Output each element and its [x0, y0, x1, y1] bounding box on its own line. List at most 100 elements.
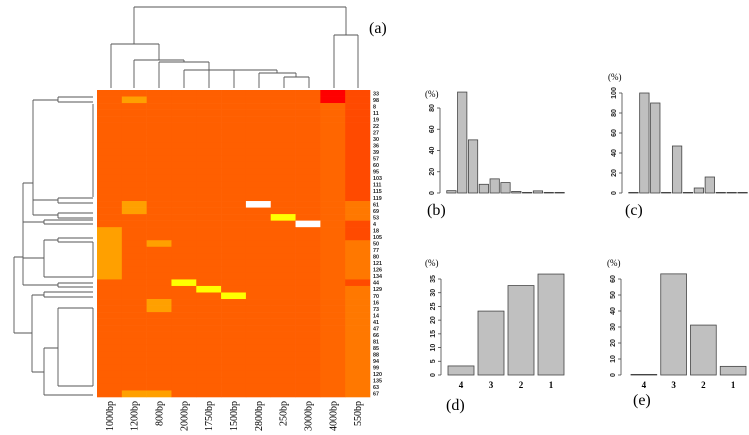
- heatmap-cell: [97, 174, 123, 182]
- y-tick-label: 60: [611, 129, 618, 137]
- heatmap-cell: [221, 383, 247, 391]
- heatmap-cell: [245, 148, 272, 156]
- row-label: 22: [373, 124, 379, 130]
- heatmap-cell: [295, 227, 321, 235]
- heatmap-cell: [270, 90, 296, 97]
- heatmap-cell: [320, 390, 346, 398]
- heatmap-cell: [320, 272, 346, 280]
- column-label: 1200bp: [130, 401, 141, 431]
- heatmap-cell: [171, 187, 197, 195]
- heatmap-cell: [196, 266, 222, 274]
- heatmap-cell: [221, 227, 247, 235]
- row-label: 61: [373, 202, 379, 208]
- heatmap-cell: [97, 155, 123, 163]
- heatmap-cell: [245, 109, 272, 117]
- heatmap-cell: [146, 240, 172, 248]
- heatmap-cell: [97, 187, 123, 195]
- heatmap-cell: [320, 325, 346, 332]
- heatmap-cell: [196, 338, 222, 346]
- heatmap-cell: [270, 187, 296, 195]
- heatmap-cell: [270, 344, 296, 352]
- heatmap-cell: [221, 285, 247, 293]
- heatmap-cell: [345, 285, 371, 293]
- heatmap-cell: [320, 142, 346, 150]
- heatmap-cell: [146, 279, 172, 287]
- heatmap-cell: [245, 96, 272, 104]
- heatmap-cell: [196, 96, 222, 104]
- x-category-label: 1: [731, 380, 736, 390]
- x-category-label: 1: [549, 380, 554, 390]
- heatmap-cell: [221, 129, 247, 137]
- heatmap-cell: [171, 292, 197, 300]
- heatmap-cell: [146, 194, 172, 202]
- row-label: 41: [373, 320, 379, 326]
- heatmap-cell: [196, 103, 222, 110]
- row-label: 63: [373, 385, 379, 391]
- heatmap-cell: [97, 292, 123, 300]
- heatmap-cell: [320, 129, 346, 137]
- heatmap-cell: [97, 194, 123, 202]
- heatmap-cell: [221, 305, 247, 313]
- heatmap-cell: [345, 351, 371, 359]
- heatmap-cell: [320, 305, 346, 313]
- heatmap-cell: [196, 116, 222, 123]
- heatmap-cell: [295, 116, 321, 123]
- heatmap-cell: [97, 383, 123, 391]
- heatmap-cell: [121, 103, 147, 110]
- bar: [630, 373, 658, 376]
- heatmap-cell: [270, 220, 296, 228]
- heatmap-cell: [245, 201, 272, 208]
- heatmap-cell: [171, 168, 197, 176]
- row-label: 33: [373, 91, 379, 97]
- heatmap-cell: [270, 377, 296, 385]
- heatmap-cell: [295, 331, 321, 339]
- heatmap-cell: [320, 96, 346, 104]
- heatmap-cell: [245, 383, 272, 391]
- row-label: 4: [373, 222, 376, 228]
- heatmap-cell: [295, 259, 321, 267]
- heatmap-cell: [295, 187, 321, 195]
- panel-label: (e): [633, 392, 651, 409]
- heatmap-cell: [196, 285, 222, 293]
- bar: [650, 102, 661, 194]
- heatmap-row-labels: 3398811192227303639576095103111115119616…: [373, 91, 382, 397]
- row-label: 66: [373, 333, 379, 339]
- column-label: 1000bp: [105, 401, 116, 431]
- heatmap-cell: [295, 253, 321, 261]
- heatmap-cell: [345, 377, 371, 385]
- heatmap-cell: [171, 364, 197, 372]
- heatmap-cell: [121, 364, 147, 372]
- heatmap-cell: [270, 227, 296, 235]
- heatmap-cell: [121, 129, 147, 137]
- heatmap-cell: [320, 253, 346, 261]
- heatmap-cell: [221, 201, 247, 208]
- row-label: 44: [373, 281, 379, 287]
- column-dendrogram: [110, 6, 359, 88]
- heatmap-cell: [121, 279, 147, 287]
- heatmap-cell: [171, 370, 197, 378]
- heatmap-cell: [196, 168, 222, 176]
- heatmap-cell: [146, 331, 172, 339]
- y-tick-label: 80: [611, 109, 618, 117]
- heatmap-cell: [171, 122, 197, 130]
- heatmap-cell: [121, 148, 147, 156]
- heatmap-cell: [221, 90, 247, 97]
- heatmap-cell: [270, 96, 296, 104]
- heatmap-cell: [196, 292, 222, 300]
- heatmap-cell: [97, 331, 123, 339]
- y-axis-unit-label: (%): [425, 89, 439, 99]
- bar: [478, 183, 489, 194]
- heatmap-cell: [245, 259, 272, 267]
- heatmap-cell: [345, 266, 371, 274]
- heatmap-cell: [295, 325, 321, 332]
- heatmap-cell: [97, 240, 123, 248]
- heatmap-cell: [295, 109, 321, 117]
- heatmap-cell: [245, 364, 272, 372]
- heatmap-cell: [97, 344, 123, 352]
- y-axis-unit-label: (%): [608, 72, 622, 82]
- heatmap-cell: [196, 220, 222, 228]
- row-label: 99: [373, 366, 379, 372]
- heatmap-cell: [270, 266, 296, 274]
- heatmap-cell: [345, 246, 371, 254]
- heatmap-cell: [221, 161, 247, 169]
